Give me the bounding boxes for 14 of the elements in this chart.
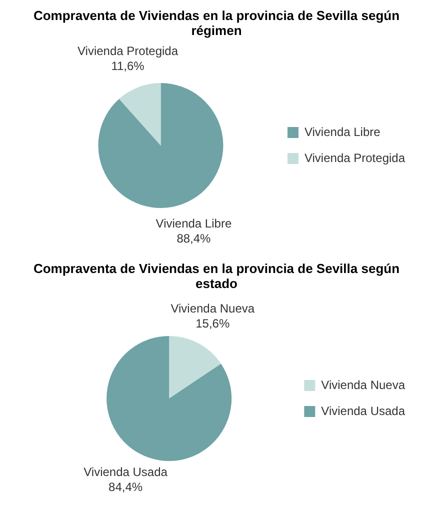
data-label: 84,4% [108,480,143,494]
data-label: 11,6% [111,58,145,73]
slice-label: Vivienda Protegida [78,44,178,58]
legend-label: Vivienda Nueva [321,378,406,392]
legend-label: Vivienda Libre [304,124,381,139]
slice-label: Vivienda Libre [156,216,232,231]
slice-label: Vivienda Nueva [170,302,255,316]
chart-title: Compraventa de Viviendas en la provincia de Sevilla según estado [32,261,401,291]
data-label: 15,6% [196,316,230,331]
chart-title: Compraventa de Viviendas en la provincia de Sevilla según régimen [32,8,401,38]
legend-label: Vivienda Protegida [304,150,406,165]
slice-label: Vivienda Usada [84,464,168,479]
data-label: 88,4% [176,232,212,246]
legend-label: Vivienda Usada [321,404,406,418]
